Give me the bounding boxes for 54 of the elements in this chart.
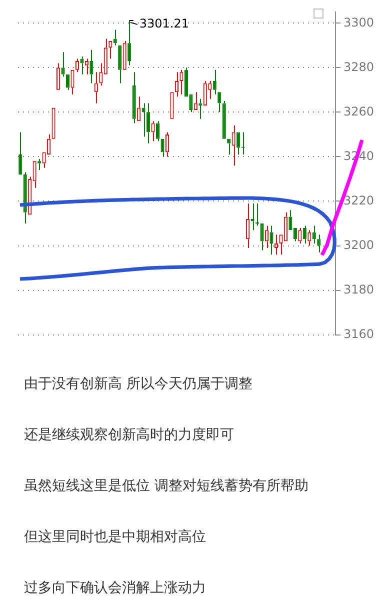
candlestick xyxy=(264,225,269,248)
y-tick-label: 3180 xyxy=(343,282,374,296)
candlestick xyxy=(94,72,98,104)
text: 虽然短线这里是低位 调整对短线蓄势有所帮助 xyxy=(24,477,310,496)
candlestick xyxy=(256,202,260,226)
candlestick xyxy=(38,158,42,171)
candlestick xyxy=(270,225,274,256)
candlestick xyxy=(146,102,150,144)
candlestick xyxy=(218,92,222,113)
y-tick-label: 3300 xyxy=(343,15,374,30)
candlestick xyxy=(174,72,179,98)
candlestick xyxy=(42,152,46,168)
candlestick xyxy=(308,230,312,246)
candlestick xyxy=(165,132,170,158)
text: 过多向下确认会消解上涨动力 xyxy=(24,579,207,598)
candlestick xyxy=(312,225,316,244)
y-tick-label: 3280 xyxy=(343,60,374,74)
candlestick xyxy=(137,96,141,122)
annotation: 3301.21 xyxy=(139,16,189,31)
candlestick xyxy=(66,74,70,90)
candlestick xyxy=(56,62,60,90)
candlestick xyxy=(70,70,74,95)
candlestick xyxy=(132,72,136,124)
candlestick xyxy=(317,234,321,253)
y-tick-label: 3260 xyxy=(343,104,374,118)
candlestick xyxy=(302,225,306,244)
candlestick xyxy=(212,69,216,95)
candlestick xyxy=(47,134,51,154)
candlestick xyxy=(118,45,122,84)
text: 还是继续观察创新高时的力度即可 xyxy=(24,426,235,445)
candlestick xyxy=(128,20,132,66)
candlestick xyxy=(260,223,264,251)
candlestick xyxy=(194,92,198,110)
text: 但这里同时也是中期相对高位 xyxy=(24,528,207,547)
candlestick xyxy=(90,49,94,84)
candlestick xyxy=(61,52,65,78)
candlestick xyxy=(156,120,160,142)
candlestick xyxy=(113,29,117,46)
candlestick xyxy=(151,120,155,142)
y-tick-label: 3160 xyxy=(343,326,374,341)
candlestick xyxy=(180,69,184,95)
candlestick xyxy=(236,132,240,155)
candlestick xyxy=(208,80,212,100)
candlestick xyxy=(232,125,236,166)
candlestick xyxy=(222,100,226,139)
candlestick xyxy=(184,67,188,97)
candlestick xyxy=(18,132,22,175)
candlestick xyxy=(284,212,288,242)
y-tick-label: 3220 xyxy=(343,193,374,208)
candlestick xyxy=(142,102,146,138)
candlestick xyxy=(246,202,250,248)
y-tick-label: 3200 xyxy=(343,238,374,252)
text: 由于没有创新高 所以今天仍属于调整 xyxy=(24,375,254,394)
candlestick xyxy=(84,58,88,75)
